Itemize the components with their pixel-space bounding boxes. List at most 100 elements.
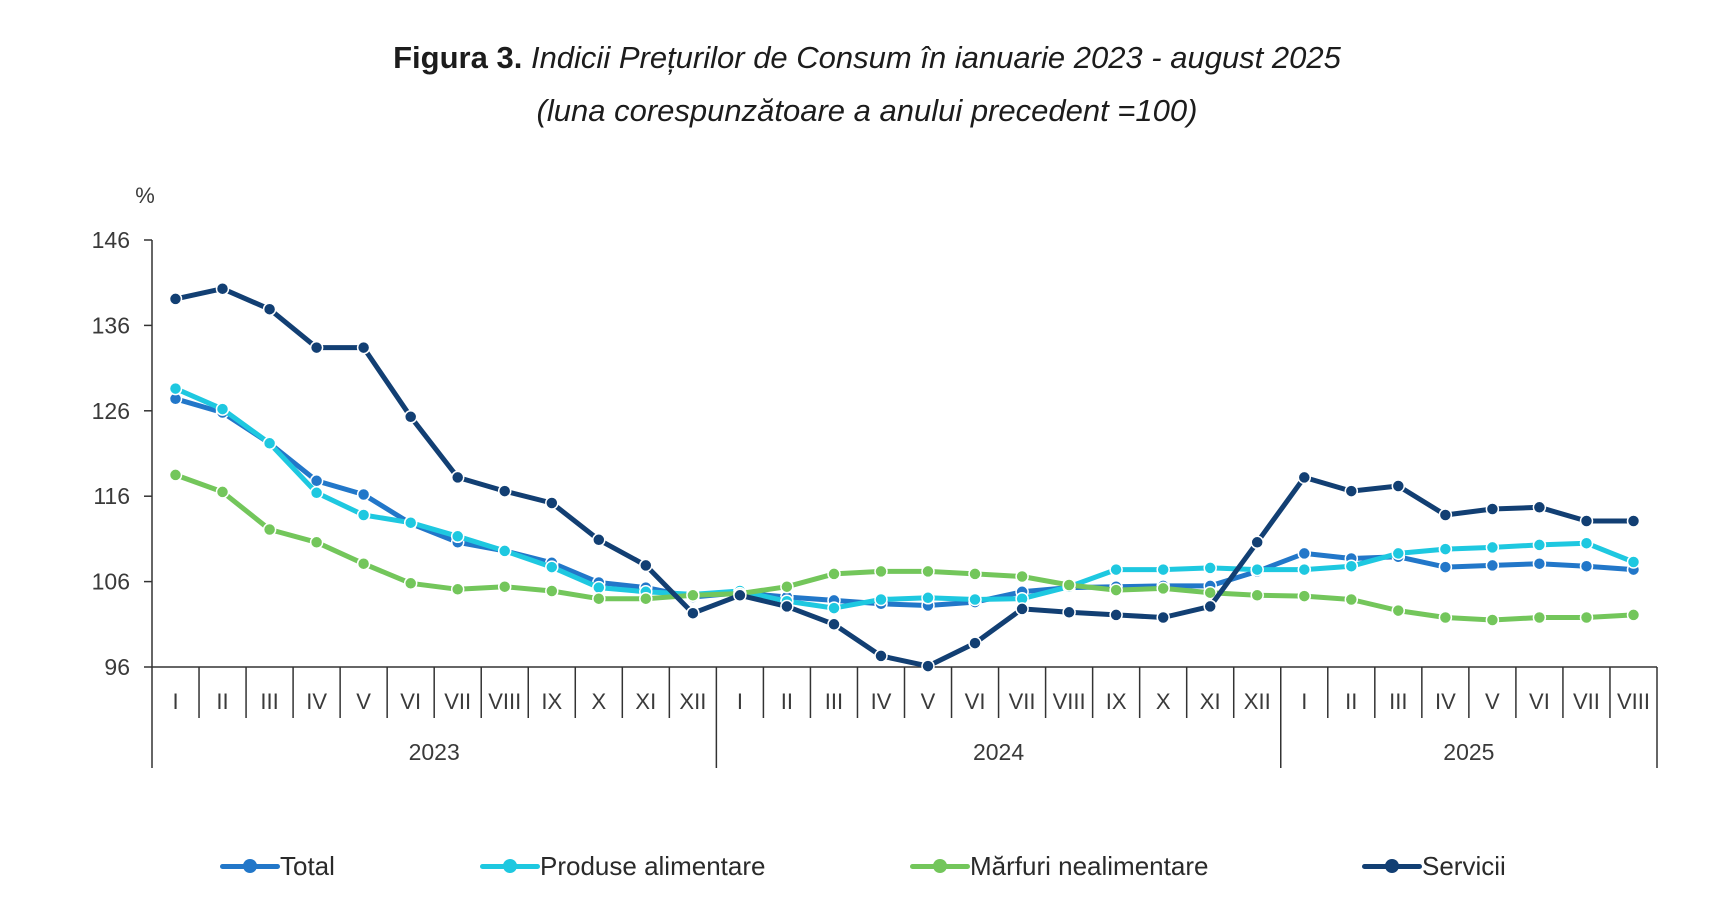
legend-item-servicii: Servicii — [1362, 846, 1506, 886]
data-point-produse-alimentare — [874, 592, 888, 607]
data-point-produse-alimentare — [1532, 538, 1547, 552]
x-tick-label: V — [356, 689, 371, 714]
data-point-produse-alimentare — [1391, 546, 1406, 561]
data-point-servicii — [968, 636, 982, 650]
data-point-produse-alimentare — [1109, 562, 1123, 577]
legend-swatch-total — [220, 851, 280, 881]
data-point-marfuri-nealimentare — [545, 584, 559, 598]
data-point-servicii — [1438, 508, 1453, 522]
data-point-servicii — [639, 558, 653, 573]
data-point-servicii — [215, 281, 230, 296]
x-tick-label: VIII — [1053, 689, 1086, 714]
data-point-marfuri-nealimentare — [262, 522, 277, 537]
data-point-marfuri-nealimentare — [309, 535, 324, 550]
x-tick-label: I — [737, 689, 743, 714]
x-tick-label: II — [781, 689, 793, 714]
data-point-marfuri-nealimentare — [168, 468, 183, 482]
data-point-servicii — [1062, 605, 1076, 620]
y-axis-unit-label: % — [135, 183, 155, 208]
data-point-marfuri-nealimentare — [1015, 569, 1029, 584]
x-tick-label: X — [1156, 689, 1171, 714]
x-tick-label: XII — [679, 689, 706, 714]
data-point-marfuri-nealimentare — [1109, 583, 1123, 597]
x-tick-label: VI — [1529, 689, 1550, 714]
data-point-servicii — [1250, 535, 1264, 550]
year-group-label: 2023 — [409, 739, 460, 765]
data-point-servicii — [450, 470, 465, 485]
x-tick-label: IV — [306, 689, 327, 714]
year-group-label: 2024 — [973, 739, 1024, 765]
x-tick-label: IV — [871, 689, 892, 714]
figure-number: Figura 3. — [393, 40, 523, 75]
legend-swatch-servicii — [1362, 851, 1422, 881]
data-point-marfuri-nealimentare — [1062, 578, 1076, 592]
x-tick-label: X — [591, 689, 606, 714]
x-tick-label: IX — [541, 689, 562, 714]
data-point-produse-alimentare — [1250, 562, 1264, 577]
data-point-produse-alimentare — [403, 515, 418, 530]
data-point-produse-alimentare — [1203, 561, 1217, 575]
x-tick-label: XII — [1244, 689, 1271, 714]
x-tick-label: III — [260, 689, 278, 714]
data-point-marfuri-nealimentare — [921, 564, 935, 579]
data-point-produse-alimentare — [592, 580, 606, 595]
data-point-servicii — [1391, 479, 1406, 493]
data-point-servicii — [168, 292, 183, 306]
data-point-produse-alimentare — [356, 508, 371, 522]
data-point-marfuri-nealimentare — [1438, 610, 1453, 625]
data-point-total — [1297, 546, 1312, 561]
data-point-marfuri-nealimentare — [780, 579, 794, 594]
data-point-servicii — [309, 340, 324, 355]
data-point-servicii — [874, 649, 888, 663]
x-tick-label: VII — [1009, 689, 1036, 714]
chart-legend: Total Produse alimentare Mărfuri nealime… — [0, 846, 1734, 886]
data-point-servicii — [545, 496, 559, 510]
data-point-produse-alimentare — [262, 436, 277, 451]
data-point-servicii — [1297, 470, 1312, 485]
data-point-produse-alimentare — [545, 560, 559, 574]
legend-label-produse-alimentare: Produse alimentare — [540, 850, 766, 881]
data-point-marfuri-nealimentare — [1344, 592, 1359, 607]
data-point-marfuri-nealimentare — [450, 582, 465, 597]
data-point-produse-alimentare — [1579, 536, 1594, 550]
data-point-servicii — [592, 533, 606, 547]
x-tick-label: II — [216, 689, 228, 714]
data-point-marfuri-nealimentare — [639, 591, 653, 606]
x-tick-label: V — [1485, 689, 1500, 714]
x-tick-label: I — [172, 689, 178, 714]
x-tick-label: XI — [1200, 689, 1221, 714]
data-point-marfuri-nealimentare — [1532, 610, 1547, 625]
data-point-produse-alimentare — [1626, 555, 1641, 569]
y-tick-label: 116 — [93, 483, 130, 509]
chart-title: Figura 3. Indicii Prețurilor de Consum î… — [0, 40, 1734, 76]
data-point-servicii — [686, 606, 700, 620]
y-tick-label: 106 — [92, 569, 130, 595]
y-tick-label: 96 — [104, 654, 130, 680]
data-point-produse-alimentare — [309, 486, 324, 500]
data-point-servicii — [827, 617, 841, 632]
data-point-total — [1438, 560, 1453, 574]
legend-item-marfuri-nealimentare: Mărfuri nealimentare — [910, 846, 1208, 886]
x-tick-label: II — [1345, 689, 1357, 714]
x-tick-label: VII — [1573, 689, 1600, 714]
data-point-servicii — [1156, 610, 1170, 625]
data-point-servicii — [1579, 514, 1594, 528]
data-point-marfuri-nealimentare — [1391, 603, 1406, 618]
data-point-servicii — [1485, 502, 1500, 516]
data-point-servicii — [1109, 608, 1123, 622]
data-point-marfuri-nealimentare — [968, 567, 982, 581]
data-point-marfuri-nealimentare — [215, 485, 230, 499]
data-point-servicii — [356, 340, 371, 355]
data-point-marfuri-nealimentare — [403, 576, 418, 591]
x-tick-label: VIII — [1617, 689, 1650, 714]
series-line-produse-alimentare — [173, 386, 1636, 611]
data-point-total — [1532, 556, 1547, 571]
chart-subtitle: (luna corespunzătoare a anului precedent… — [536, 93, 1198, 128]
legend-item-total: Total — [220, 846, 335, 886]
y-tick-label: 136 — [92, 312, 130, 338]
data-point-produse-alimentare — [827, 601, 841, 615]
data-point-produse-alimentare — [1438, 542, 1453, 556]
data-point-produse-alimentare — [1485, 540, 1500, 555]
data-point-servicii — [1532, 500, 1547, 515]
